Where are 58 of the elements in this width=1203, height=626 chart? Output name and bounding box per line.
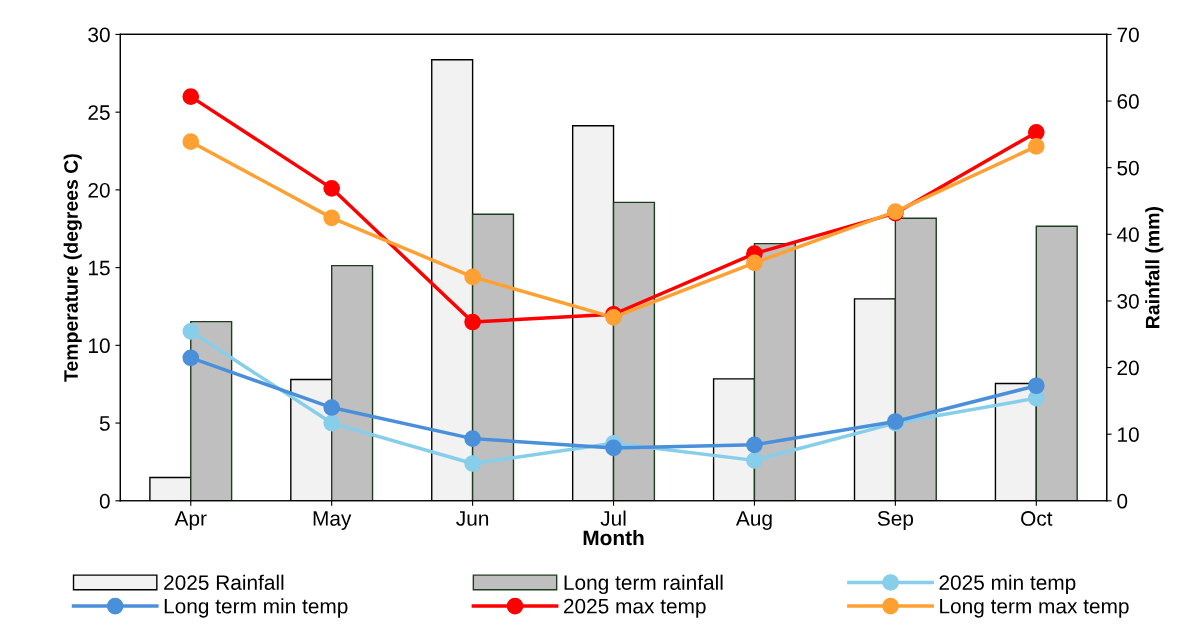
point [323, 414, 341, 432]
point [323, 209, 341, 227]
y-tick-label: 25 [88, 105, 110, 120]
x-axis-title: Month [583, 529, 644, 546]
bar [1035, 225, 1078, 501]
point [1027, 124, 1045, 141]
x-tick-label: May [313, 511, 352, 530]
legend-label: 2025 min temp [939, 574, 1076, 595]
point [182, 88, 200, 105]
point [182, 349, 200, 367]
y2-tick-label: 0 [1117, 493, 1128, 509]
y2-axis-title: Rainfall (mm) [1145, 207, 1164, 328]
y2-tick-label: 60 [1117, 94, 1139, 109]
bar [330, 264, 374, 501]
y-axis-title: Temperature (degrees C) [63, 154, 82, 382]
bar [894, 217, 937, 501]
legend-label: Long term min temp [164, 598, 348, 618]
point [1027, 138, 1045, 155]
y2-tick-label: 30 [1117, 293, 1139, 309]
y2-tick-label: 50 [1117, 160, 1139, 176]
y-tick-label: 0 [99, 493, 110, 509]
point [182, 323, 200, 340]
y-tick-label: 30 [88, 27, 110, 43]
y2-tick-label: 20 [1117, 360, 1139, 376]
point [746, 452, 763, 469]
legend-label: 2025 Rainfall [164, 574, 284, 590]
y2-tick-label: 70 [1117, 27, 1139, 43]
point [605, 439, 622, 457]
point [1027, 377, 1045, 395]
x-tick-label: Jun [456, 511, 489, 526]
bar [753, 242, 797, 501]
bar [471, 213, 515, 501]
bar [190, 320, 233, 501]
y-tick-label: 15 [89, 260, 110, 276]
x-tick-label: Sep [877, 511, 914, 530]
point [464, 313, 481, 331]
point [605, 309, 622, 326]
legend-label: 2025 max temp [563, 598, 706, 618]
y-tick-label: 10 [89, 338, 110, 354]
y-tick-label: 20 [88, 182, 110, 198]
point [323, 179, 341, 197]
x-tick-label: Oct [1021, 511, 1053, 526]
legend-label: Long term max temp [940, 599, 1129, 618]
point [464, 430, 481, 447]
point [464, 268, 481, 286]
x-tick-label: Apr [174, 511, 207, 530]
point [323, 399, 341, 416]
y2-tick-label: 10 [1118, 427, 1139, 442]
y2-tick-label: 40 [1116, 227, 1139, 243]
point [182, 133, 200, 151]
x-tick-label: Jul [600, 510, 626, 526]
point [746, 254, 763, 272]
bar [612, 201, 656, 501]
point [464, 455, 481, 472]
y-tick-label: 5 [99, 416, 110, 431]
point [746, 436, 763, 454]
x-tick-label: Aug [735, 511, 772, 530]
legend-label: Long term rainfall [564, 574, 723, 595]
